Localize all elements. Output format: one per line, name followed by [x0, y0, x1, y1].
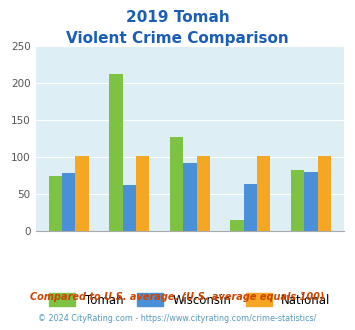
Bar	[123, 185, 136, 231]
Bar	[197, 156, 210, 231]
Text: Violent Crime Comparison: Violent Crime Comparison	[66, 31, 289, 46]
Bar	[318, 156, 331, 231]
Text: © 2024 CityRating.com - https://www.cityrating.com/crime-statistics/: © 2024 CityRating.com - https://www.city…	[38, 314, 317, 323]
Text: Compared to U.S. average. (U.S. average equals 100): Compared to U.S. average. (U.S. average …	[30, 292, 325, 302]
Bar	[257, 156, 271, 231]
Bar	[76, 156, 89, 231]
Bar	[183, 163, 197, 231]
Bar	[291, 170, 304, 231]
Bar	[230, 220, 244, 231]
Bar	[62, 173, 76, 231]
Legend: Tomah, Wisconsin, National: Tomah, Wisconsin, National	[44, 289, 335, 312]
Bar	[109, 74, 123, 231]
Bar	[136, 156, 149, 231]
Text: 2019 Tomah: 2019 Tomah	[126, 10, 229, 25]
Bar	[170, 137, 183, 231]
Bar	[244, 184, 257, 231]
Bar	[304, 172, 318, 231]
Bar	[49, 176, 62, 231]
